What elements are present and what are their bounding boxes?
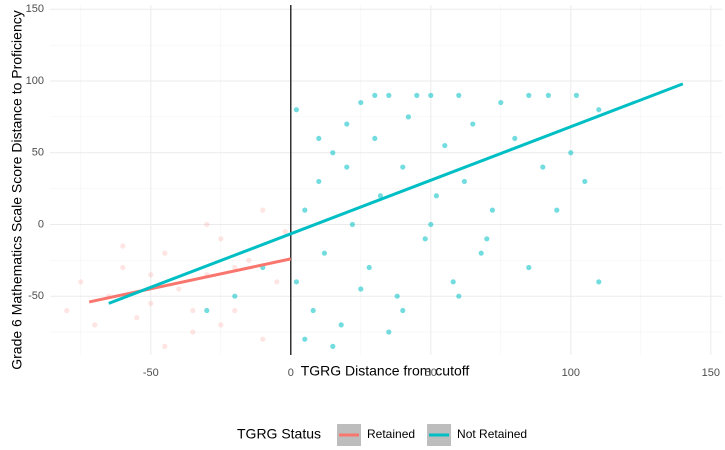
- scatter-point: [489, 207, 495, 213]
- x-tick-label: 150: [702, 367, 720, 379]
- scatter-point: [428, 92, 434, 98]
- scatter-point: [330, 343, 336, 349]
- scatter-point: [316, 178, 322, 185]
- scatter-point: [596, 279, 602, 285]
- scatter-point: [456, 92, 462, 98]
- scatter-point: [344, 121, 350, 127]
- scatter-point: [422, 236, 428, 242]
- scatter-point: [349, 221, 355, 228]
- x-tick-label: 100: [562, 367, 580, 379]
- y-tick-label: 150: [26, 3, 44, 15]
- scatter-point: [400, 164, 406, 170]
- x-tick-label: 50: [425, 367, 437, 379]
- scatter-point: [386, 329, 392, 335]
- scatter-point: [545, 92, 552, 98]
- scatter-point: [148, 300, 154, 306]
- scatter-point: [450, 279, 456, 285]
- scatter-point: [260, 207, 266, 213]
- scatter-point: [358, 286, 364, 292]
- scatter-point: [282, 229, 288, 235]
- scatter-point: [540, 164, 546, 170]
- scatter-point: [330, 150, 336, 156]
- scatter-point: [484, 236, 490, 242]
- scatter-point: [470, 121, 476, 127]
- scatter-point: [310, 307, 316, 314]
- scatter-point: [372, 135, 378, 142]
- scatter-point: [204, 307, 210, 314]
- scatter-point: [582, 178, 588, 185]
- scatter-point: [162, 343, 168, 349]
- x-tick-label: 0: [288, 367, 294, 379]
- scatter-point: [478, 250, 484, 256]
- scatter-point: [554, 207, 560, 213]
- scatter-point: [442, 142, 448, 149]
- scatter-point: [400, 307, 406, 314]
- scatter-point: [246, 257, 252, 263]
- scatter-point: [386, 92, 392, 98]
- y-tick-label: -50: [28, 290, 44, 302]
- scatter-point: [232, 293, 238, 299]
- scatter-point: [92, 322, 98, 328]
- scatter-point: [358, 99, 364, 106]
- scatter-point: [366, 264, 372, 271]
- scatter-point: [293, 107, 299, 113]
- y-tick-label: 0: [38, 218, 44, 230]
- scatter-point: [414, 92, 420, 98]
- scatter-point: [344, 164, 350, 170]
- scatter-point: [176, 286, 182, 292]
- scatter-point: [120, 264, 126, 271]
- scatter-point: [134, 315, 140, 321]
- scatter-point: [204, 221, 210, 228]
- y-tick-label: 100: [26, 75, 44, 87]
- y-axis-title: Grade 6 Mathematics Scale Score Distance…: [9, 10, 25, 370]
- legend-label: Not Retained: [457, 427, 527, 441]
- scatter-point: [456, 293, 462, 299]
- scatter-point: [302, 336, 308, 342]
- x-tick-label: -50: [143, 367, 159, 379]
- scatter-point: [377, 193, 383, 199]
- scatter-point: [218, 322, 224, 328]
- legend-label: Retained: [367, 427, 415, 441]
- scatter-point: [293, 279, 299, 285]
- scatter-point: [232, 264, 238, 271]
- scatter-point: [321, 250, 327, 256]
- scatter-point: [428, 221, 434, 228]
- scatter-point: [433, 193, 439, 199]
- scatter-point: [526, 92, 532, 98]
- legend-title: TGRG Status: [237, 426, 321, 442]
- scatter-point: [512, 135, 518, 142]
- scatter-point: [316, 135, 322, 142]
- scatter-point: [64, 307, 70, 314]
- scatter-point: [596, 107, 602, 113]
- scatter-point: [190, 307, 196, 314]
- fit-line: [108, 82, 684, 305]
- scatter-point: [218, 236, 224, 242]
- scatter-point: [78, 279, 84, 285]
- scatter-point: [148, 272, 154, 278]
- scatter-point: [372, 92, 378, 98]
- scatter-point: [568, 150, 574, 156]
- scatter-point: [120, 243, 126, 249]
- scatter-point: [274, 279, 280, 285]
- fit-line: [88, 257, 292, 304]
- scatter-point: [190, 329, 196, 335]
- x-axis-title: TGRG Distance from cutoff: [301, 363, 470, 379]
- scatter-point: [232, 307, 238, 314]
- scatter-point: [461, 178, 467, 185]
- scatter-point: [260, 336, 266, 342]
- scatter-point: [338, 322, 344, 328]
- scatter-point: [394, 293, 400, 299]
- scatter-point: [302, 207, 308, 213]
- scatter-point: [498, 99, 504, 106]
- scatter-point: [526, 264, 532, 271]
- scatter-point: [405, 114, 411, 120]
- y-tick-label: 50: [32, 147, 44, 159]
- scatter-point: [573, 92, 580, 98]
- scatter-point: [162, 250, 168, 256]
